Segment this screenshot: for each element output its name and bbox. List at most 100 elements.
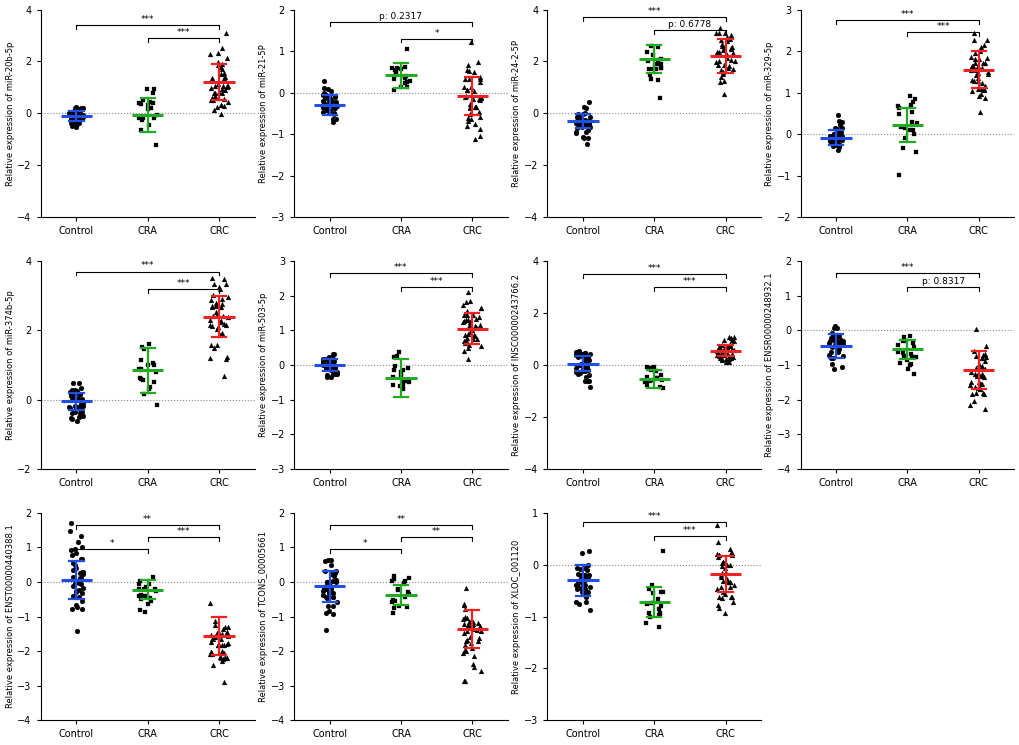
- Point: [570, 568, 586, 580]
- Point: [710, 27, 727, 39]
- Point: [219, 627, 235, 638]
- Point: [822, 133, 839, 145]
- Point: [459, 353, 475, 365]
- Text: p: 0.6778: p: 0.6778: [667, 20, 710, 29]
- Point: [654, 382, 671, 394]
- Point: [579, 564, 595, 576]
- Point: [827, 336, 844, 348]
- Text: *: *: [434, 28, 438, 37]
- Point: [967, 387, 983, 399]
- Point: [320, 359, 336, 371]
- Point: [142, 381, 158, 393]
- Point: [710, 549, 727, 561]
- Point: [716, 353, 733, 365]
- Point: [962, 375, 978, 387]
- Point: [580, 351, 596, 363]
- Point: [648, 63, 664, 75]
- Point: [212, 651, 228, 663]
- Point: [67, 114, 84, 126]
- Point: [319, 600, 335, 612]
- Point: [315, 75, 331, 87]
- Point: [645, 361, 661, 372]
- Point: [472, 625, 488, 637]
- Point: [318, 592, 334, 603]
- Point: [325, 357, 341, 369]
- Point: [321, 587, 337, 599]
- Point: [67, 387, 84, 399]
- Point: [896, 122, 912, 134]
- Point: [132, 124, 149, 136]
- Point: [968, 60, 984, 72]
- Point: [220, 637, 236, 649]
- Point: [325, 358, 341, 370]
- Text: *: *: [363, 539, 367, 548]
- Point: [469, 635, 485, 647]
- Point: [216, 676, 232, 688]
- Point: [894, 335, 910, 347]
- Point: [203, 82, 219, 94]
- Point: [722, 54, 739, 66]
- Point: [212, 68, 228, 80]
- Point: [384, 62, 400, 74]
- Point: [651, 607, 667, 619]
- Point: [145, 358, 161, 370]
- Point: [890, 101, 906, 112]
- Point: [208, 297, 224, 308]
- Point: [73, 399, 90, 411]
- Point: [318, 353, 334, 365]
- Point: [721, 340, 738, 352]
- Point: [324, 116, 340, 128]
- Point: [214, 639, 230, 651]
- Point: [325, 360, 341, 372]
- Point: [328, 366, 344, 378]
- Point: [205, 288, 221, 300]
- Point: [577, 346, 593, 358]
- Point: [821, 352, 838, 364]
- Point: [722, 352, 739, 364]
- Point: [137, 343, 153, 355]
- Point: [710, 592, 727, 603]
- Point: [714, 349, 731, 361]
- Point: [145, 87, 161, 99]
- Point: [827, 333, 844, 345]
- Point: [328, 369, 344, 381]
- Point: [396, 71, 413, 83]
- Point: [212, 300, 228, 312]
- Point: [315, 353, 331, 365]
- Point: [315, 89, 331, 101]
- Point: [568, 596, 584, 608]
- Point: [316, 104, 332, 116]
- Point: [470, 617, 486, 629]
- Point: [68, 401, 85, 413]
- Point: [460, 339, 476, 351]
- Point: [977, 340, 994, 352]
- Point: [314, 101, 330, 113]
- Point: [581, 545, 597, 557]
- Point: [903, 116, 919, 128]
- Point: [207, 87, 223, 99]
- Point: [579, 361, 595, 372]
- Point: [396, 575, 413, 587]
- Point: [133, 354, 150, 366]
- Point: [204, 300, 220, 312]
- Point: [651, 381, 667, 393]
- Point: [385, 571, 401, 583]
- Point: [218, 653, 234, 665]
- Point: [577, 583, 593, 595]
- Point: [216, 370, 232, 381]
- Point: [399, 586, 416, 597]
- Point: [72, 403, 89, 415]
- Point: [142, 592, 158, 604]
- Point: [726, 56, 742, 68]
- Point: [822, 326, 839, 338]
- Point: [472, 92, 488, 104]
- Point: [892, 121, 908, 133]
- Point: [322, 354, 338, 366]
- Point: [314, 356, 330, 368]
- Point: [649, 593, 665, 605]
- Point: [723, 334, 740, 346]
- Point: [325, 348, 341, 360]
- Point: [216, 71, 232, 83]
- Point: [710, 54, 727, 66]
- Point: [575, 583, 591, 595]
